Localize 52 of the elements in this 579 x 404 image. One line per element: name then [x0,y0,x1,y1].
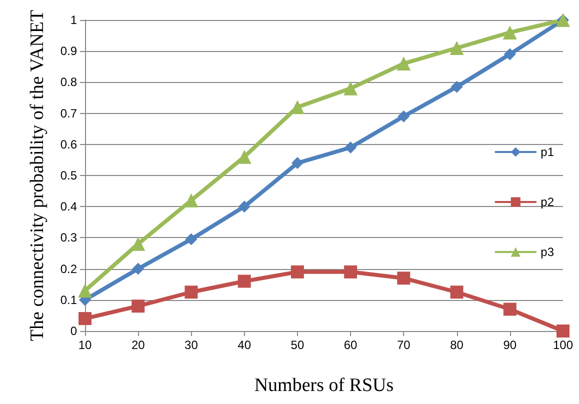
point [132,300,145,313]
point [504,48,516,60]
point [556,324,570,338]
x-axis-title: Numbers of RSUs [254,375,394,396]
y-tick-label: 0.7 [60,106,78,120]
y-tick-label: 0.1 [60,292,78,307]
y-tick-label: 0.3 [60,230,78,245]
point [398,110,410,122]
x-tick-label: 90 [503,338,517,352]
legend-label: p1 [540,145,554,159]
point [184,193,198,208]
x-tick-label: 50 [290,338,304,352]
x-tick-label: 70 [396,338,411,352]
y-tick-label: 0.6 [60,137,78,152]
y-tick-label: 1 [70,13,78,27]
point [344,142,357,154]
point [397,272,410,285]
point [503,302,516,316]
point [290,265,304,278]
point [502,25,517,40]
y-tick-label: 0.4 [60,200,78,214]
x-tick-label: 80 [450,338,464,352]
y-tick-label: 0.2 [60,262,78,276]
point [291,157,304,170]
x-tick-label: 10 [78,338,92,352]
point [238,200,250,213]
point [78,284,92,298]
x-tick-label: 60 [344,338,358,352]
point [344,81,358,96]
y-tick-label: 0.9 [60,44,78,58]
point [185,233,198,246]
point [450,40,464,55]
x-tick-label: 100 [552,338,574,352]
x-tick-label: 30 [184,338,198,352]
point [78,312,92,326]
y-tick-label: 0.8 [60,75,78,90]
legend-label: p3 [540,245,554,259]
point [131,236,146,251]
point [396,56,411,71]
y-tick-label: 0.5 [60,168,78,182]
point [237,150,252,164]
point [450,286,464,299]
point [450,80,463,93]
legend-label: p2 [540,195,554,209]
x-tick-label: 20 [131,338,146,352]
point [238,274,251,288]
y-tick-label: 0 [70,324,78,338]
x-tick-label: 40 [238,338,252,352]
point [184,286,198,299]
y-axis-title: The connectivity probability of the VANET [26,10,48,342]
point [132,262,144,275]
point [344,265,358,278]
